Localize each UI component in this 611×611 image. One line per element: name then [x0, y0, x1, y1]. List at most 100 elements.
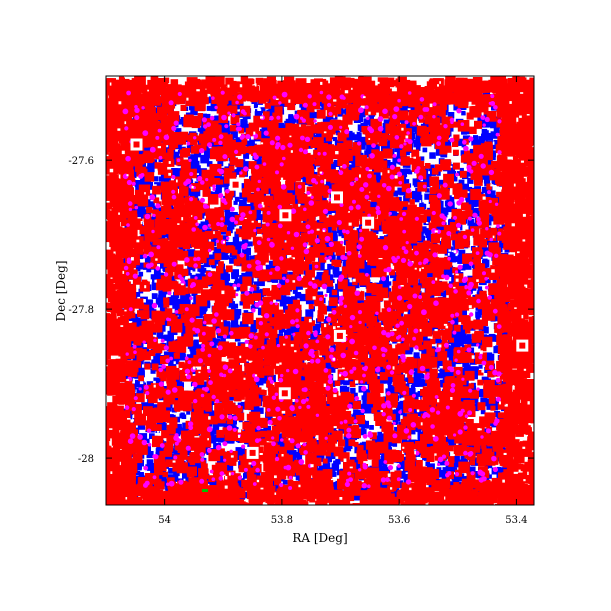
blue-point: [153, 205, 160, 213]
blue-point: [234, 278, 243, 286]
blue-point: [248, 205, 254, 211]
blue-point: [465, 263, 472, 270]
blue-point: [391, 489, 399, 496]
blue-point: [380, 126, 388, 134]
blue-point: [488, 334, 497, 342]
blue-point: [454, 455, 460, 462]
blue-point: [319, 193, 327, 202]
blue-point: [341, 109, 346, 114]
blue-point: [429, 152, 436, 159]
blue-point: [450, 316, 457, 323]
blue-point: [378, 484, 384, 489]
blue-point: [257, 393, 266, 402]
blue-point: [282, 479, 288, 485]
blue-point: [384, 141, 392, 149]
blue-point: [209, 479, 218, 487]
blue-point: [472, 366, 479, 373]
blue-point: [357, 137, 364, 143]
blue-point: [231, 132, 238, 138]
blue-point: [154, 274, 160, 280]
blue-point: [193, 339, 199, 345]
blue-point: [349, 401, 354, 406]
blue-point: [354, 233, 363, 242]
blue-point: [373, 175, 382, 183]
blue-point: [261, 376, 269, 384]
blue-point: [160, 263, 166, 269]
blue-point: [217, 247, 223, 252]
blue-point: [452, 477, 460, 485]
blue-point: [493, 127, 500, 134]
blue-point: [226, 227, 233, 234]
blue-point: [445, 270, 453, 277]
blue-point: [283, 329, 292, 338]
blue-point: [140, 179, 149, 188]
blue-point: [196, 152, 202, 158]
blue-point: [451, 474, 458, 481]
blue-point: [422, 147, 428, 153]
blue-point: [378, 367, 386, 375]
blue-point: [191, 166, 197, 172]
blue-point: [208, 435, 217, 444]
blue-point: [322, 362, 330, 369]
blue-point: [477, 117, 484, 123]
blue-point: [225, 255, 230, 260]
blue-point: [228, 301, 235, 308]
blue-point: [440, 181, 445, 187]
blue-point: [190, 107, 198, 116]
blue-point: [398, 107, 405, 114]
blue-point: [469, 148, 475, 155]
blue-point: [427, 214, 433, 221]
blue-point: [255, 109, 262, 116]
blue-point: [322, 460, 330, 468]
blue-point: [344, 438, 350, 444]
blue-point: [382, 282, 390, 289]
blue-point: [371, 226, 379, 234]
blue-point: [485, 132, 493, 141]
blue-point: [334, 460, 340, 465]
blue-point: [204, 476, 212, 484]
blue-point: [257, 345, 264, 352]
blue-point: [376, 460, 383, 466]
blue-point: [157, 330, 164, 337]
blue-point: [334, 481, 339, 487]
blue-point: [181, 324, 189, 333]
blue-point: [254, 286, 260, 292]
blue-point: [443, 437, 450, 444]
blue-point: [471, 372, 478, 380]
blue-point: [212, 422, 220, 430]
blue-point: [149, 433, 155, 439]
blue-point: [151, 282, 160, 291]
blue-point: [413, 139, 421, 148]
blue-point: [253, 281, 259, 287]
blue-point: [279, 101, 285, 107]
data-points: [106, 76, 534, 505]
blue-point: [148, 308, 155, 315]
blue-point: [197, 127, 203, 132]
blue-point: [352, 413, 359, 419]
blue-point: [263, 425, 271, 434]
blue-point: [259, 107, 266, 114]
blue-point: [390, 210, 398, 218]
blue-point: [164, 407, 170, 413]
blue-point: [463, 364, 471, 372]
blue-point: [321, 134, 330, 142]
blue-point: [242, 194, 250, 202]
blue-point: [418, 235, 426, 243]
blue-point: [363, 267, 368, 272]
blue-point: [461, 395, 469, 402]
blue-point: [315, 131, 323, 139]
blue-point: [284, 448, 290, 454]
blue-point: [292, 324, 300, 333]
blue-point: [451, 467, 456, 472]
blue-point: [409, 242, 416, 249]
blue-point: [171, 168, 178, 175]
blue-point: [462, 360, 470, 368]
blue-point: [220, 436, 227, 443]
blue-point: [405, 179, 410, 184]
blue-point: [444, 248, 452, 256]
blue-point: [396, 407, 401, 413]
blue-point: [138, 472, 144, 478]
blue-point: [483, 172, 491, 180]
blue-point: [420, 335, 428, 343]
blue-point: [141, 402, 150, 411]
